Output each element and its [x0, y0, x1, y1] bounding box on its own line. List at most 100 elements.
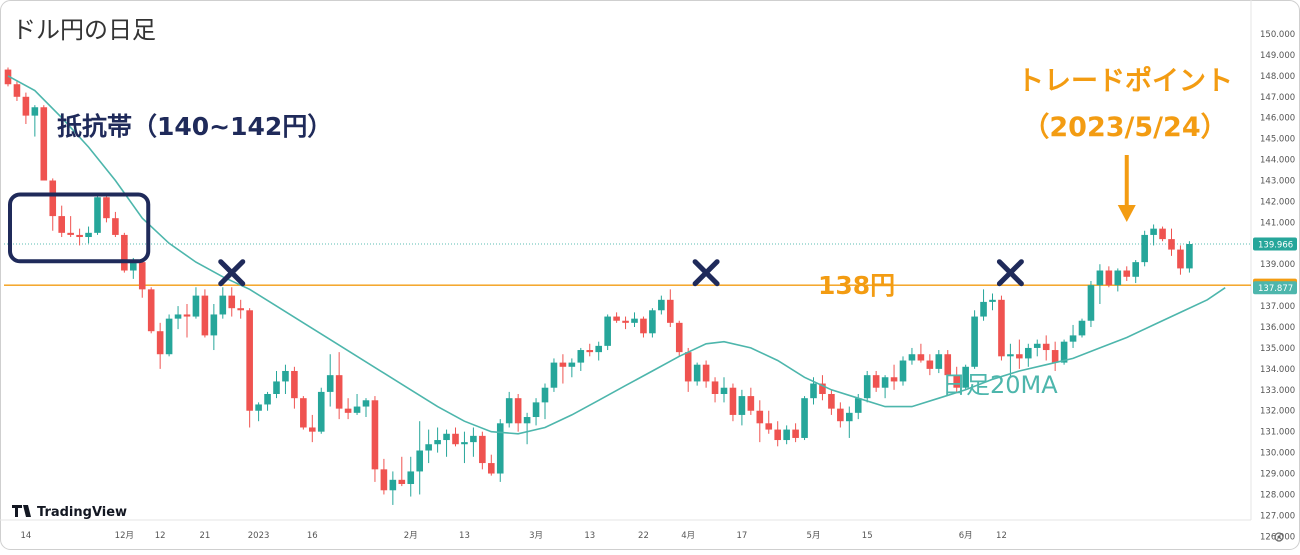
- ma20-line: [7, 75, 1226, 435]
- x-tick-label: 6月: [959, 531, 973, 541]
- candle-body: [1150, 228, 1157, 235]
- candle-body: [76, 234, 83, 238]
- y-tick-label: 135.000: [1260, 344, 1295, 354]
- candle-body: [300, 398, 307, 428]
- candle-body: [702, 364, 710, 382]
- candle-body: [908, 354, 916, 361]
- candle-body: [935, 354, 943, 369]
- ma-price-badge-bg: [1253, 281, 1297, 295]
- candle-body: [989, 299, 996, 302]
- y-tick-label: 144.000: [1260, 156, 1295, 166]
- candle-body: [747, 396, 755, 411]
- candle-body: [496, 423, 504, 474]
- y-tick-label: 136.000: [1260, 323, 1295, 333]
- y-tick-label: 134.000: [1260, 365, 1295, 375]
- candle-body: [228, 295, 236, 309]
- candle-body: [738, 396, 746, 415]
- candle-body: [479, 435, 486, 464]
- y-tick-label: 142.000: [1260, 197, 1295, 207]
- y-tick-label: 147.000: [1260, 93, 1295, 103]
- candle-body: [1123, 270, 1131, 277]
- tv-logo-text: TradingView: [37, 505, 127, 520]
- x-tick-label: 12月: [115, 531, 134, 541]
- candle-body: [801, 398, 808, 438]
- candle-body: [264, 393, 271, 405]
- candle-body: [31, 107, 39, 116]
- candle-body: [899, 360, 907, 382]
- candle-body: [273, 381, 280, 394]
- candle-body: [309, 427, 316, 432]
- candle-body: [523, 417, 531, 424]
- candle-body: [398, 479, 406, 484]
- candle-body: [577, 350, 585, 363]
- candle-body: [622, 320, 629, 323]
- candle-body: [998, 299, 1005, 357]
- candle-body: [94, 197, 101, 233]
- candle-body: [658, 299, 665, 311]
- candle-body: [488, 463, 495, 474]
- candle-body: [667, 299, 674, 323]
- candle-body: [434, 440, 441, 445]
- candle-body: [425, 444, 432, 451]
- candle-body: [1105, 270, 1113, 286]
- y-tick-label: 139.000: [1260, 260, 1295, 270]
- y-tick-label: 146.000: [1260, 114, 1295, 124]
- x-tick-label: 21: [199, 531, 210, 541]
- candle-body: [1132, 262, 1139, 277]
- candle-body: [121, 234, 128, 271]
- candle-body: [926, 360, 934, 369]
- current-price-badge: 139.966: [1258, 241, 1293, 251]
- candle-body: [282, 370, 289, 382]
- candle-body: [568, 362, 576, 367]
- candle-body: [693, 364, 701, 382]
- candle-body: [863, 375, 871, 399]
- candle-body: [1051, 350, 1059, 363]
- candle-body: [1186, 244, 1193, 269]
- candle-body: [130, 262, 137, 271]
- x-tick-label: 2月: [404, 531, 418, 541]
- candle-body: [13, 84, 21, 97]
- candle-body: [631, 318, 638, 323]
- resistance-cross-mark: [996, 259, 1024, 287]
- candle-body: [890, 377, 898, 382]
- y-tick-label: 149.000: [1260, 51, 1295, 61]
- candle-body: [353, 406, 361, 413]
- candle-body: [962, 366, 969, 388]
- resistance-zone-title: 抵抗帯（140~142円）: [57, 112, 332, 141]
- trade-point-date: （2023/5/24）: [1022, 112, 1227, 143]
- y-tick-label: 132.000: [1260, 407, 1295, 417]
- candle-body: [317, 391, 325, 432]
- x-tick-label: 16: [307, 531, 318, 541]
- candle-body: [1033, 343, 1041, 348]
- candle-body: [729, 387, 737, 415]
- candle-body: [371, 400, 379, 470]
- candle-body: [1177, 249, 1184, 269]
- candle-body: [559, 362, 567, 367]
- candle-body: [112, 218, 119, 235]
- candle-body: [201, 295, 209, 336]
- candle-body: [380, 469, 388, 491]
- candle-body: [586, 350, 594, 353]
- y-tick-label: 130.000: [1260, 449, 1295, 459]
- candle-body: [1016, 354, 1023, 359]
- x-tick-label: 17: [736, 531, 747, 541]
- candle-body: [1007, 354, 1014, 357]
- candle-body: [792, 429, 799, 438]
- x-tick-label: 15: [862, 531, 873, 541]
- candle-body: [980, 301, 987, 317]
- candle-body: [837, 408, 844, 422]
- candle-body: [854, 398, 862, 413]
- candle-body: [103, 197, 110, 219]
- candle-body: [255, 404, 262, 411]
- y-tick-label: 131.000: [1260, 428, 1295, 438]
- candle-body: [1078, 320, 1086, 336]
- candle-body: [67, 232, 74, 235]
- candle-body: [443, 433, 450, 441]
- candle-body: [1159, 228, 1166, 240]
- candle-body: [1060, 341, 1068, 363]
- x-tick-label: 4月: [681, 531, 695, 541]
- candle-body: [684, 352, 692, 382]
- settings-icon[interactable]: [1274, 532, 1284, 542]
- y-tick-label: 128.000: [1260, 490, 1295, 500]
